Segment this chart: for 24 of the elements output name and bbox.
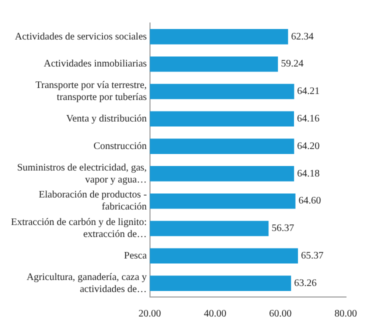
data-label: 64.20 <box>297 140 320 152</box>
y-tick-label: Agricultura, ganadería, caza y actividades de… <box>26 272 147 295</box>
data-label: 64.60 <box>298 196 321 207</box>
data-label: 63.26 <box>294 278 317 289</box>
y-tick-label: Elaboración de productos - fabricación <box>38 190 147 213</box>
y-tick-label: Actividades inmobiliarias <box>44 58 147 70</box>
y-tick-label: Venta y distribución <box>66 114 147 125</box>
y-tick-label: Pesca <box>124 250 148 262</box>
data-label: 62.34 <box>291 31 314 42</box>
x-tick-label: 40.00 <box>204 308 226 320</box>
data-label: 64.21 <box>297 86 320 98</box>
data-label: 65.37 <box>300 250 324 262</box>
y-tick-label: Construcción <box>93 140 147 152</box>
y-tick-label: Extracción de carbón y de lignito: extracción de… <box>10 217 147 240</box>
x-tick-label: 20.00 <box>138 308 162 320</box>
data-label: 64.18 <box>297 168 320 180</box>
x-tick-label: 60.00 <box>269 308 292 320</box>
y-tick-label: Transporte por vía terrestre, transporte por tuberías <box>36 80 147 104</box>
y-tick-label: Actividades de servicios sociales <box>14 31 147 42</box>
data-label: 56.37 <box>272 223 294 234</box>
data-label: 64.16 <box>297 114 320 125</box>
y-tick-label: Suministros de electricidad, gas, vapor y agua… <box>17 162 147 186</box>
x-tick-label: 80.00 <box>334 308 357 320</box>
data-label: 59.24 <box>280 58 304 70</box>
